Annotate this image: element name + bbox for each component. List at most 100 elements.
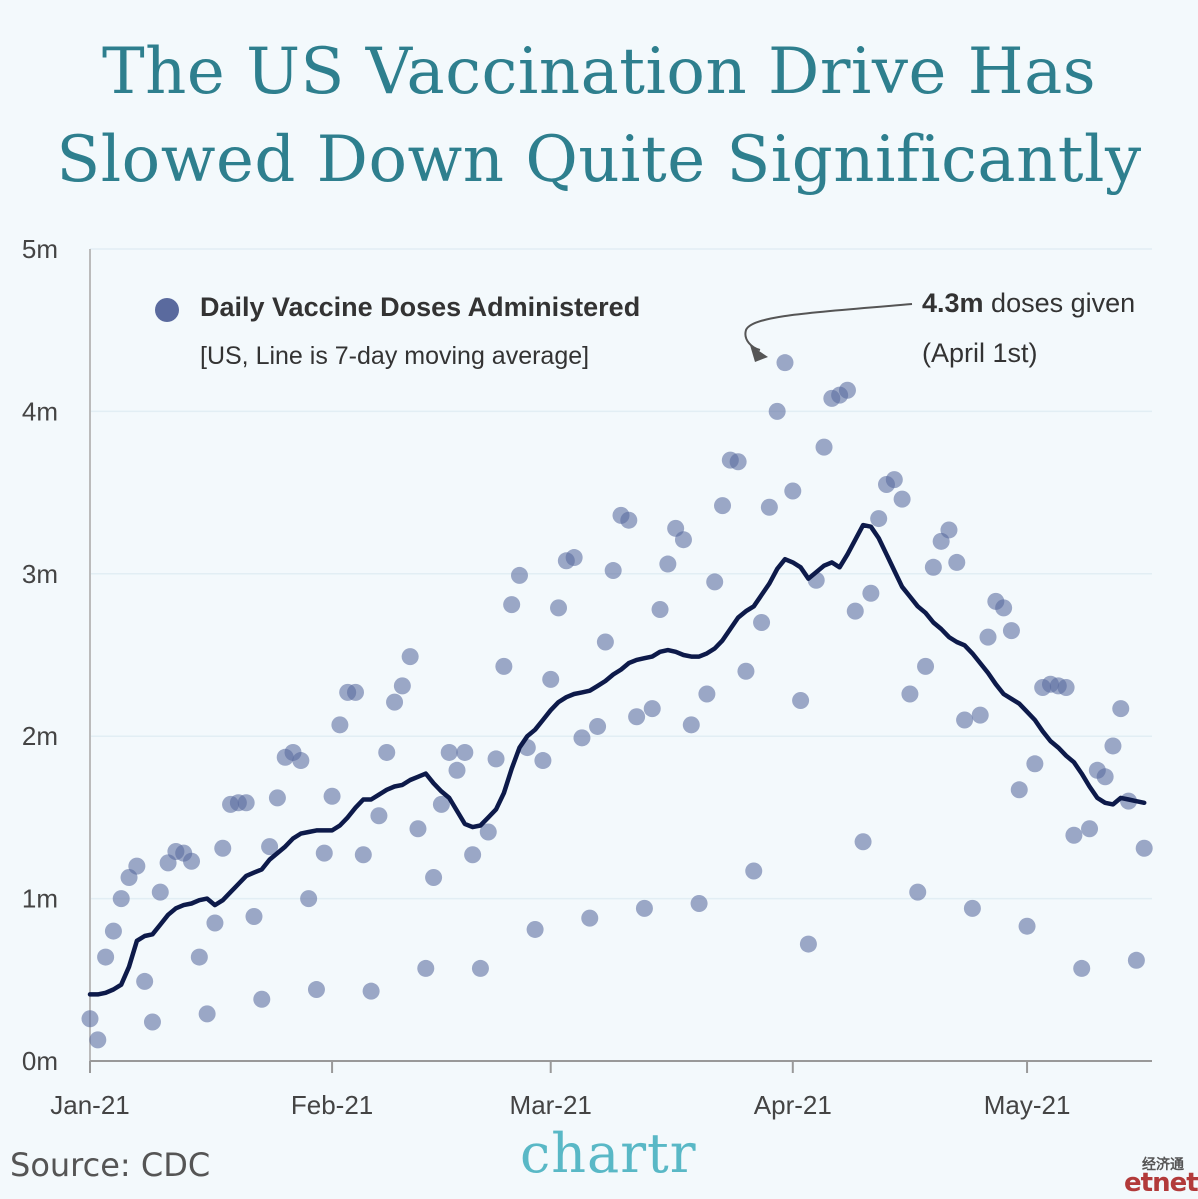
daily-doses-point <box>745 862 763 880</box>
daily-doses-point <box>635 899 653 917</box>
daily-doses-point <box>1081 820 1099 838</box>
daily-doses-point <box>354 846 372 864</box>
daily-doses-point <box>401 648 419 666</box>
daily-doses-point <box>542 670 560 688</box>
daily-doses-point <box>620 511 638 529</box>
daily-doses-point <box>526 920 544 938</box>
daily-doses-point <box>1065 826 1083 844</box>
daily-doses-point <box>854 833 872 851</box>
daily-doses-point <box>81 1010 99 1028</box>
daily-doses-point <box>690 894 708 912</box>
annotation-text: 4.3m doses given <box>922 288 1135 318</box>
y-tick-label: 3m <box>22 559 58 589</box>
daily-doses-point <box>768 402 786 420</box>
y-axis-tick-labels: 0m 1m 2m 3m 4m 5m <box>22 234 58 1076</box>
daily-doses-point <box>643 700 661 718</box>
daily-doses-point <box>885 471 903 489</box>
daily-doses-point <box>589 717 607 735</box>
y-tick-label: 1m <box>22 884 58 914</box>
annotation-label: doses given <box>984 288 1136 318</box>
daily-doses-point <box>479 823 497 841</box>
daily-doses-point <box>1112 700 1130 718</box>
daily-doses-point <box>901 685 919 703</box>
daily-doses-point <box>448 761 466 779</box>
daily-doses-point <box>370 807 388 825</box>
daily-doses-point <box>776 354 794 372</box>
daily-doses-point <box>846 602 864 620</box>
daily-doses-point <box>628 708 646 726</box>
y-tick-label: 5m <box>22 234 58 264</box>
legend-label: Daily Vaccine Doses Administered <box>200 292 640 322</box>
chart-legend: Daily Vaccine Doses Administered [US, Li… <box>155 292 640 370</box>
daily-doses-point <box>862 584 880 602</box>
daily-doses-point <box>464 846 482 864</box>
daily-doses-point <box>760 498 778 516</box>
daily-doses-point <box>245 907 263 925</box>
chart-title: The US Vaccination Drive Has Slowed Down… <box>0 28 1198 204</box>
daily-doses-point <box>487 750 505 768</box>
daily-doses-point <box>940 521 958 539</box>
daily-doses-point <box>417 959 435 977</box>
daily-doses-point <box>300 890 318 908</box>
daily-doses-point <box>1010 781 1028 799</box>
daily-doses-point <box>674 531 692 549</box>
x-tick-label: May-21 <box>984 1090 1071 1120</box>
x-axis-tick-labels: Jan-21 Feb-21 Mar-21 Apr-21 May-21 <box>50 1090 1070 1120</box>
daily-doses-point <box>190 948 208 966</box>
daily-doses-point <box>737 662 755 680</box>
daily-doses-point <box>425 868 443 886</box>
daily-doses-point <box>510 566 528 584</box>
etnet-watermark-chinese: 经济通 <box>1142 1157 1184 1173</box>
daily-doses-point <box>995 599 1013 617</box>
daily-doses-point <box>1096 768 1114 786</box>
daily-doses-point <box>471 959 489 977</box>
daily-doses-point <box>956 711 974 729</box>
daily-doses-point <box>1026 755 1044 773</box>
daily-doses-point <box>261 838 279 856</box>
daily-doses-point <box>307 981 325 999</box>
daily-doses-point <box>948 553 966 571</box>
daily-doses-point <box>963 899 981 917</box>
daily-doses-point <box>838 381 856 399</box>
daily-doses-point <box>659 555 677 573</box>
daily-doses-point <box>1135 839 1153 857</box>
daily-doses-point <box>253 990 271 1008</box>
daily-doses-point <box>784 482 802 500</box>
y-tick-label: 4m <box>22 396 58 426</box>
daily-doses-point <box>573 729 591 747</box>
daily-doses-point <box>682 716 700 734</box>
daily-doses-point <box>1002 622 1020 640</box>
chart-title-line-1: The US Vaccination Drive Has <box>101 35 1097 109</box>
daily-doses-point <box>183 852 201 870</box>
daily-doses-point <box>815 438 833 456</box>
daily-doses-point <box>432 795 450 813</box>
daily-doses-point <box>596 633 614 651</box>
daily-doses-point <box>378 743 396 761</box>
daily-doses-point <box>581 909 599 927</box>
annotation-arrow-head <box>750 345 768 362</box>
daily-doses-point <box>714 497 732 515</box>
daily-doses-point <box>128 857 146 875</box>
daily-doses-point <box>323 787 341 805</box>
daily-doses-point <box>1057 678 1075 696</box>
daily-doses-point <box>917 657 935 675</box>
daily-doses-point <box>104 922 122 940</box>
x-tick-label: Feb-21 <box>291 1090 373 1120</box>
daily-doses-point <box>651 601 669 619</box>
daily-doses-point <box>971 706 989 724</box>
annotation-arrow-curve <box>744 303 913 351</box>
daily-doses-point <box>440 743 458 761</box>
daily-doses-point <box>206 914 224 932</box>
chart-title-line-2: Slowed Down Quite Significantly <box>56 123 1142 197</box>
daily-doses-point <box>706 573 724 591</box>
daily-doses-point <box>503 596 521 614</box>
daily-doses-point <box>362 982 380 1000</box>
daily-doses-point <box>729 453 747 471</box>
daily-doses-point <box>909 883 927 901</box>
daily-doses-point <box>151 883 169 901</box>
x-tick-label: Jan-21 <box>50 1090 130 1120</box>
daily-doses-point <box>136 972 154 990</box>
annotation-date: (April 1st) <box>922 338 1038 368</box>
daily-doses-point <box>1127 951 1145 969</box>
